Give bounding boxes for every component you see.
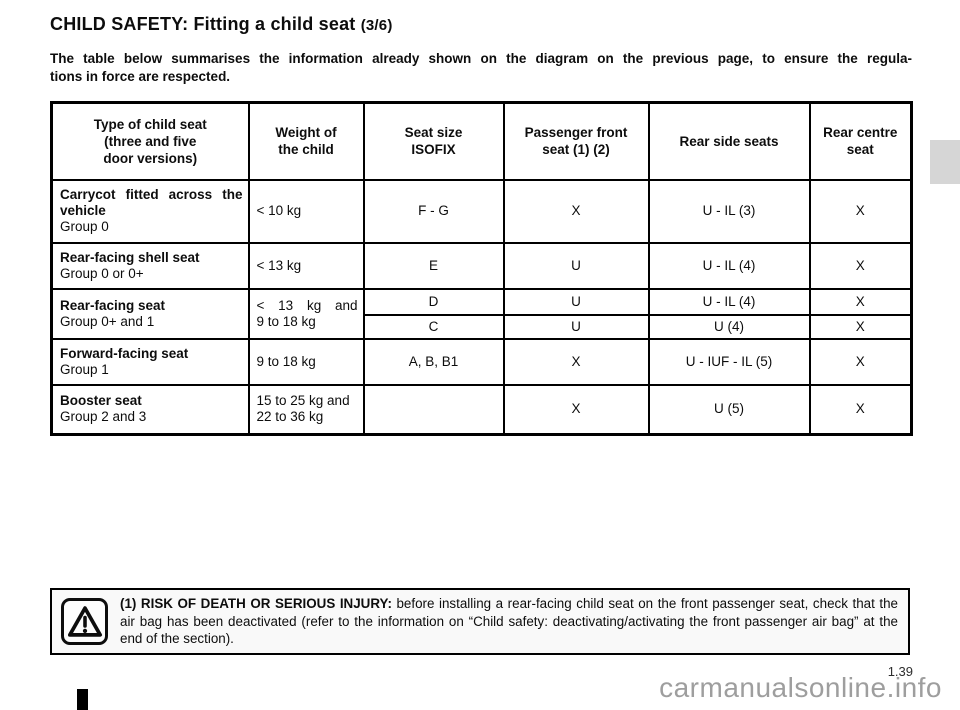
table-row: Carrycot fitted across the vehicle Group…: [50, 178, 913, 244]
col-header-rear-centre: Rear centre seat: [808, 101, 913, 181]
page-title-suffix: (3/6): [360, 17, 393, 34]
front-seat-cell: U: [502, 241, 650, 290]
table-row: Rear-facing shell seat Group 0 or 0+ < 1…: [50, 241, 913, 290]
page-title-text: CHILD SAFETY: Fitting a child seat: [50, 14, 356, 34]
table-row: C U U (4) X: [52, 313, 913, 340]
child-seat-table: Type of child seat (three and five door …: [50, 101, 913, 436]
col-header-weight: Weight of the child: [247, 101, 365, 181]
col-header-type: Type of child seat (three and five door …: [50, 101, 250, 181]
note-body: before installing a rear-facing child se…: [120, 596, 898, 647]
seat-type-cell: Carrycot fitted across the vehicle Group…: [50, 178, 250, 244]
seat-size-cell: [362, 383, 505, 436]
section-index-tab: [930, 140, 960, 184]
front-seat-cell: X: [502, 383, 650, 436]
intro-paragraph: The table below summarises the informati…: [50, 50, 912, 86]
header-row: Type of child seat (three and five door …: [50, 101, 913, 181]
rear-centre-cell: X: [808, 313, 913, 340]
intro-line: The table below summarises the informati…: [50, 51, 912, 66]
weight-cell: < 13 kg and 9 to 18 kg: [247, 287, 365, 340]
col-header-seat-size: Seat size ISOFIX: [362, 101, 505, 181]
front-seat-cell: X: [502, 178, 650, 244]
rear-centre-cell: X: [808, 241, 913, 290]
rear-side-cell: U - IL (4): [647, 241, 811, 290]
table-row: Forward-facing seat Group 1 9 to 18 kg A…: [50, 337, 913, 386]
front-seat-cell: X: [502, 337, 650, 386]
rear-centre-cell: X: [808, 337, 913, 386]
rear-side-cell: U (5): [647, 383, 811, 436]
note-label: (1) RISK OF DEATH OR SERIOUS INJURY:: [120, 596, 392, 612]
seat-type-cell: Rear-facing seat Group 0+ and 1: [50, 287, 250, 340]
seat-size-cell: A, B, B1: [362, 337, 505, 386]
seat-size-cell: E: [362, 241, 505, 290]
rear-centre-cell: X: [808, 178, 913, 244]
page-number: 1.39: [887, 664, 913, 679]
table-row: Rear-facing seat Group 0+ and 1 < 13 kg …: [50, 287, 913, 340]
seat-size-cell: D: [362, 287, 505, 316]
rear-side-cell: U - IUF - IL (5): [647, 337, 811, 386]
weight-cell: 9 to 18 kg: [247, 337, 365, 386]
page-title: CHILD SAFETY: Fitting a child seat (3/6): [50, 14, 393, 35]
table-row: Booster seat Group 2 and 3 15 to 25 kg a…: [50, 383, 913, 436]
safety-note-box: (1) RISK OF DEATH OR SERIOUS INJURY: bef…: [50, 588, 910, 655]
note-text: (1) RISK OF DEATH OR SERIOUS INJURY: bef…: [120, 595, 898, 648]
front-seat-cell: U: [502, 313, 650, 340]
weight-cell: < 10 kg: [247, 178, 365, 244]
rear-side-cell: U (4): [647, 313, 811, 340]
print-registration-mark: [77, 689, 88, 710]
col-header-rear-side: Rear side seats: [647, 101, 811, 181]
weight-cell: < 13 kg: [247, 241, 365, 290]
rear-side-cell: U - IL (3): [647, 178, 811, 244]
rear-side-cell: U - IL (4): [647, 287, 811, 316]
col-header-front-seat: Passenger front seat (1) (2): [502, 101, 650, 181]
weight-cell: 15 to 25 kg and 22 to 36 kg: [247, 383, 365, 436]
watermark: carmanualsonline.info: [659, 672, 942, 703]
rear-centre-cell: X: [808, 287, 913, 316]
seat-type-cell: Rear-facing shell seat Group 0 or 0+: [50, 241, 250, 290]
front-seat-cell: U: [502, 287, 650, 316]
seat-size-cell: F - G: [362, 178, 505, 244]
seat-type-cell: Forward-facing seat Group 1: [50, 337, 250, 386]
seat-size-cell: C: [362, 313, 505, 340]
rear-centre-cell: X: [808, 383, 913, 436]
intro-line: tions in force are respected.: [50, 69, 231, 84]
warning-triangle-icon: [61, 598, 108, 645]
seat-type-cell: Booster seat Group 2 and 3: [50, 383, 250, 436]
